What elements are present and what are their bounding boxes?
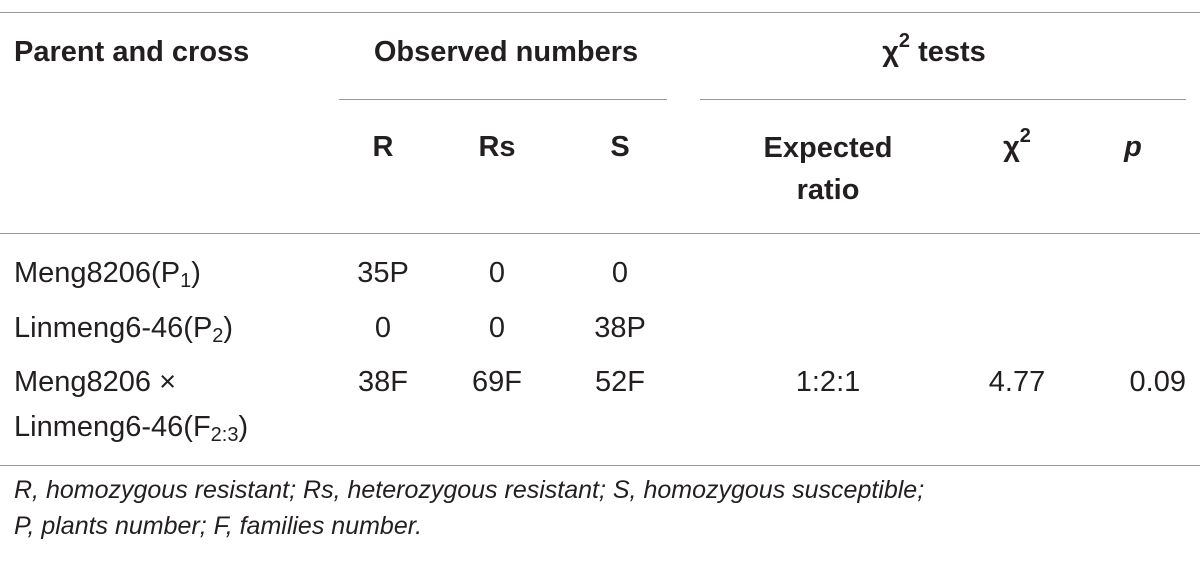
header-r: R: [372, 131, 394, 163]
row1-name-main: Meng8206(P: [14, 257, 181, 289]
row1-r: 35P: [357, 257, 409, 289]
row3-p-value: 0.09: [1129, 366, 1186, 398]
header-s: S: [610, 131, 630, 163]
header-chi-tests: χ2 tests: [882, 31, 986, 68]
row3-s: 52F: [595, 366, 645, 398]
chi-symbol: χ: [882, 36, 899, 68]
header-observed-numbers: Observed numbers: [373, 36, 639, 68]
table-bottom-rule: [0, 465, 1200, 466]
header-expected-ratio: Expected ratio: [764, 127, 893, 211]
row3-name-line1: Meng8206 ×: [14, 366, 177, 398]
row3-name-close: ): [238, 411, 249, 443]
row3-expected-ratio: 1:2:1: [795, 366, 861, 398]
row2-name-main: Linmeng6-46(P: [14, 312, 213, 344]
row1-rs: 0: [488, 257, 506, 289]
row1-name-close: ): [191, 257, 201, 289]
header-parent-and-cross: Parent and cross: [14, 36, 250, 68]
row3-name-line2: Linmeng6-46(F2:3): [14, 411, 249, 446]
row3-r: 38F: [358, 366, 408, 398]
table-footnote: R, homozygous resistant; Rs, heterozygou…: [14, 472, 1194, 544]
row1-s: 0: [611, 257, 629, 289]
observed-numbers-rule: [339, 99, 667, 100]
expected-line1: Expected: [763, 132, 893, 164]
row2-name-close: ): [223, 312, 234, 344]
row2-name-sub: 2: [212, 325, 224, 347]
chi-tests-label: tests: [910, 36, 986, 68]
chi-col-symbol: χ: [1003, 131, 1020, 163]
row3-chi-square: 4.77: [988, 366, 1046, 398]
footnote-line2: P, plants number; F, families number.: [14, 512, 423, 540]
row2-s: 38P: [594, 312, 646, 344]
row3-name-main: Linmeng6-46(F: [14, 411, 211, 443]
header-rs: Rs: [478, 131, 516, 163]
header-p: p: [1124, 131, 1142, 163]
row3-rs: 69F: [472, 366, 522, 398]
expected-line2: ratio: [796, 174, 860, 206]
row2-rs: 0: [488, 312, 506, 344]
row1-name: Meng8206(P1): [14, 257, 201, 292]
row1-name-sub: 1: [180, 270, 192, 292]
table-top-rule: [0, 12, 1200, 13]
row3-name-sub: 2:3: [210, 424, 239, 446]
row2-name: Linmeng6-46(P2): [14, 312, 234, 347]
header-bottom-rule: [0, 233, 1200, 234]
row2-r: 0: [374, 312, 392, 344]
chi-col-superscript: 2: [1019, 125, 1031, 147]
chi-superscript: 2: [898, 30, 911, 52]
chi-tests-rule: [700, 99, 1186, 100]
header-chi-square: χ2: [1003, 126, 1031, 163]
footnote-line1: R, homozygous resistant; Rs, heterozygou…: [14, 476, 925, 504]
